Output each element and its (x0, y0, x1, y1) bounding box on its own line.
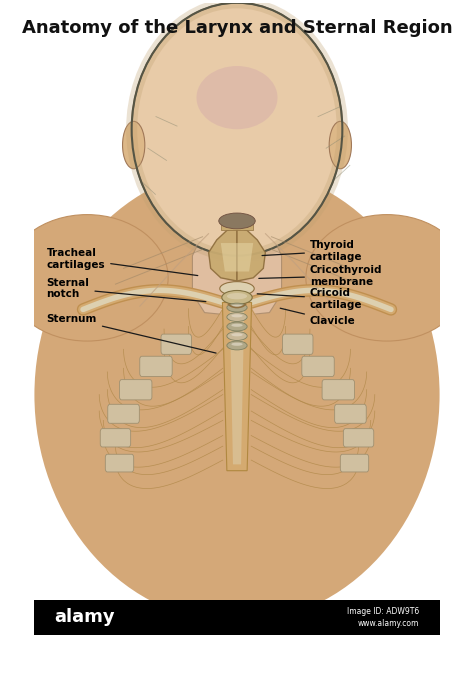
FancyBboxPatch shape (161, 334, 191, 354)
Text: Cricothyroid
membrane: Cricothyroid membrane (259, 265, 383, 287)
Text: Sternum: Sternum (46, 314, 216, 353)
Text: alamy: alamy (55, 608, 115, 626)
Polygon shape (209, 227, 237, 281)
Ellipse shape (227, 303, 247, 312)
Text: Image ID: ADW9T6: Image ID: ADW9T6 (347, 607, 419, 616)
Ellipse shape (227, 322, 247, 331)
Polygon shape (221, 243, 253, 271)
Ellipse shape (220, 281, 254, 296)
Ellipse shape (197, 66, 277, 129)
Ellipse shape (306, 215, 468, 341)
FancyBboxPatch shape (302, 356, 334, 377)
FancyBboxPatch shape (340, 454, 369, 472)
FancyBboxPatch shape (119, 379, 152, 400)
FancyBboxPatch shape (35, 600, 439, 635)
Polygon shape (237, 227, 265, 281)
Ellipse shape (227, 331, 247, 340)
Ellipse shape (329, 122, 351, 169)
Polygon shape (230, 306, 244, 464)
Text: www.alamy.com: www.alamy.com (358, 619, 419, 628)
Polygon shape (221, 224, 253, 230)
FancyBboxPatch shape (108, 404, 139, 423)
Ellipse shape (231, 324, 243, 327)
Ellipse shape (6, 215, 168, 341)
Ellipse shape (231, 333, 243, 336)
Polygon shape (192, 234, 282, 316)
Ellipse shape (227, 313, 247, 321)
FancyBboxPatch shape (322, 379, 355, 400)
FancyBboxPatch shape (100, 429, 131, 447)
Text: Clavicle: Clavicle (280, 308, 356, 326)
Ellipse shape (35, 167, 439, 622)
FancyBboxPatch shape (140, 356, 172, 377)
Ellipse shape (227, 293, 247, 299)
Polygon shape (222, 302, 252, 470)
Ellipse shape (231, 304, 243, 308)
Ellipse shape (123, 122, 145, 169)
Ellipse shape (231, 343, 243, 346)
Ellipse shape (231, 314, 243, 317)
Text: Tracheal
cartilages: Tracheal cartilages (46, 248, 198, 275)
Ellipse shape (132, 3, 342, 256)
Ellipse shape (227, 341, 247, 350)
FancyBboxPatch shape (105, 454, 134, 472)
Ellipse shape (222, 290, 252, 304)
Text: Anatomy of the Larynx and Sternal Region: Anatomy of the Larynx and Sternal Region (22, 19, 452, 36)
FancyBboxPatch shape (283, 334, 313, 354)
Text: Sternal
notch: Sternal notch (46, 278, 206, 302)
FancyBboxPatch shape (343, 429, 374, 447)
Text: Cricoid
cartilage: Cricoid cartilage (257, 288, 363, 310)
FancyBboxPatch shape (335, 404, 366, 423)
Ellipse shape (219, 213, 255, 229)
Text: Thyroid
cartilage: Thyroid cartilage (262, 240, 363, 262)
